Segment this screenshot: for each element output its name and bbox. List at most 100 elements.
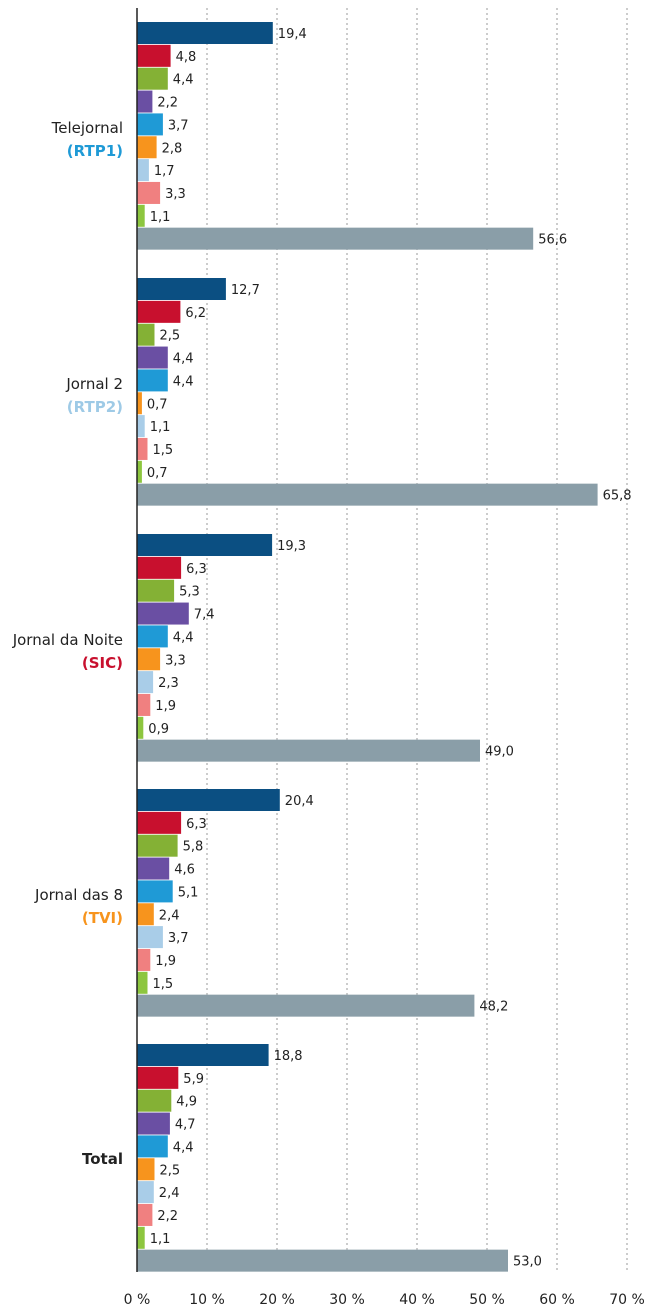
bar	[137, 948, 151, 971]
value-label: 2,4	[159, 1186, 180, 1201]
bar	[137, 346, 168, 369]
value-label: 6,2	[185, 306, 206, 321]
bar	[137, 1203, 153, 1226]
value-label: 2,4	[159, 908, 180, 923]
x-tick-label: 30 %	[329, 1292, 365, 1308]
bar	[137, 90, 153, 113]
value-label: 1,9	[155, 954, 176, 969]
value-label: 12,7	[231, 283, 260, 298]
category-label: Jornal 2	[65, 375, 123, 393]
bar	[137, 460, 142, 483]
value-label: 49,0	[485, 745, 514, 760]
category-label: Telejornal	[51, 119, 123, 137]
value-label: 56,6	[538, 233, 567, 248]
value-label: 4,4	[173, 630, 194, 645]
channel-label: (SIC)	[82, 654, 123, 672]
value-label: 4,4	[173, 73, 194, 88]
value-label: 18,8	[274, 1049, 303, 1064]
category-labels-layer: Telejornal (RTP1) Jornal 2 (RTP2) Jornal da …	[12, 119, 123, 1168]
x-tick-label: 40 %	[399, 1292, 435, 1308]
value-label: 2,2	[157, 96, 178, 111]
bar	[137, 323, 155, 346]
bar	[137, 880, 173, 903]
x-tick-label: 10 %	[189, 1292, 225, 1308]
x-tick-label: 0 %	[124, 1292, 151, 1308]
value-label: 4,8	[176, 50, 197, 65]
value-label: 4,4	[173, 352, 194, 367]
bar	[137, 392, 142, 415]
category-label: Jornal da Noite	[12, 631, 123, 649]
value-label: 65,8	[603, 489, 632, 504]
bar	[137, 227, 534, 250]
bar	[137, 415, 145, 438]
bar	[137, 1112, 170, 1135]
bar	[137, 789, 280, 811]
bar	[137, 204, 145, 227]
bar	[137, 369, 168, 392]
bar	[137, 113, 163, 136]
value-label: 4,7	[175, 1118, 196, 1133]
bar	[137, 278, 226, 300]
value-label: 5,3	[179, 585, 200, 600]
bar	[137, 22, 273, 44]
bar	[137, 1089, 172, 1112]
x-tick-label: 20 %	[259, 1292, 295, 1308]
bar	[137, 1181, 154, 1204]
bar	[137, 1066, 179, 1089]
bar	[137, 556, 182, 579]
bar	[137, 971, 148, 994]
value-label: 1,1	[150, 1232, 171, 1247]
x-tick-label: 70 %	[609, 1292, 645, 1308]
value-label: 1,1	[150, 210, 171, 225]
channel-label: (RTP1)	[67, 142, 123, 160]
value-label: 1,5	[153, 977, 174, 992]
value-label: 1,1	[150, 420, 171, 435]
bar	[137, 834, 178, 857]
value-labels-layer: 19,4 4,8 4,4 2,2 3,7 2,8 1,7 3,3 1,1 56,6 12,7 6,2 2…	[147, 27, 632, 1270]
value-label: 1,7	[154, 164, 175, 179]
grid-lines	[206, 8, 628, 1272]
bar	[137, 811, 182, 834]
value-label: 7,4	[194, 608, 215, 623]
bar	[137, 648, 161, 671]
bar	[137, 136, 157, 159]
axes-layer: 0 % 10 % 20 % 30 % 40 % 50 % 60 % 70 %	[124, 8, 645, 1308]
bar	[137, 739, 480, 762]
value-label: 4,6	[174, 863, 195, 878]
value-label: 1,9	[155, 699, 176, 714]
x-tick-label: 60 %	[539, 1292, 575, 1308]
value-label: 4,4	[173, 374, 194, 389]
value-label: 5,8	[183, 840, 204, 855]
value-label: 2,2	[157, 1209, 178, 1224]
bar	[137, 903, 154, 926]
value-label: 3,7	[168, 118, 189, 133]
bar	[137, 1226, 145, 1249]
value-label: 0,7	[147, 466, 168, 481]
bar	[137, 716, 144, 739]
value-label: 2,5	[160, 329, 181, 344]
channel-label: (RTP2)	[67, 398, 123, 416]
bar	[137, 534, 273, 556]
bar	[137, 1249, 508, 1272]
bar	[137, 602, 189, 625]
value-label: 2,5	[160, 1163, 181, 1178]
bar	[137, 857, 170, 880]
value-label: 20,4	[285, 794, 314, 809]
bar	[137, 1158, 155, 1181]
bar	[137, 159, 149, 182]
value-label: 4,9	[176, 1095, 197, 1110]
bar	[137, 693, 151, 716]
value-label: 4,4	[173, 1140, 194, 1155]
bars-layer	[137, 22, 598, 1272]
bar	[137, 994, 475, 1017]
bar	[137, 181, 161, 204]
bar	[137, 67, 168, 90]
bar	[137, 44, 171, 67]
bar	[137, 437, 148, 460]
bar	[137, 579, 175, 602]
bar	[137, 926, 163, 949]
value-label: 2,3	[158, 676, 179, 691]
value-label: 53,0	[513, 1255, 542, 1270]
category-label: Jornal das 8	[34, 886, 123, 904]
